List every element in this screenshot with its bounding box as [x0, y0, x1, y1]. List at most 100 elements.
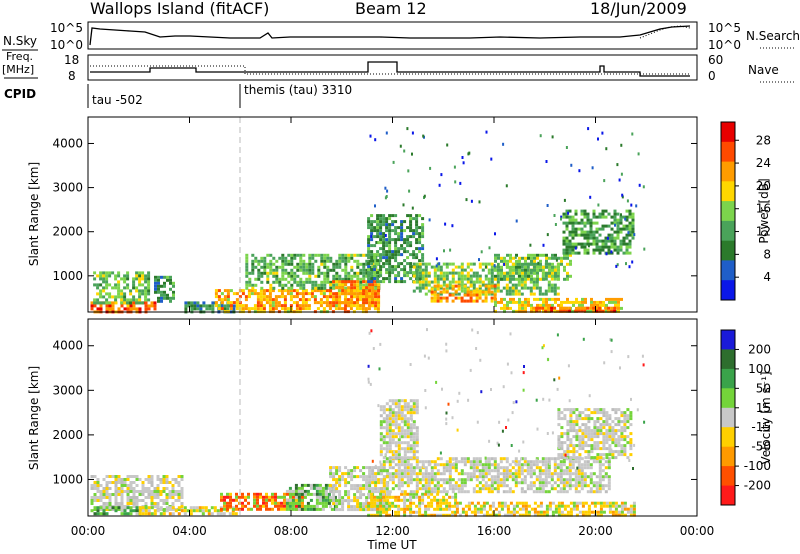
velocity-cell: [445, 469, 449, 473]
velocity-cell: [575, 438, 579, 442]
velocity-cell: [521, 507, 525, 511]
power-cell: [485, 265, 487, 269]
power-cell: [394, 277, 398, 281]
velocity-cell: [580, 472, 584, 476]
velocity-cell: [610, 350, 613, 354]
power-cell: [169, 278, 172, 282]
velocity-cell: [475, 484, 479, 488]
power-cell: [601, 248, 605, 252]
power-cell: [311, 280, 315, 284]
velocity-cell: [611, 501, 615, 505]
velocity-cell: [610, 338, 613, 342]
velocity-cell: [338, 469, 342, 473]
velocity-cell: [359, 505, 363, 509]
power-cell: [631, 212, 635, 216]
velocity-cell: [439, 472, 443, 476]
power-cell: [412, 250, 416, 254]
power-cell: [338, 286, 342, 290]
velocity-cell: [538, 469, 542, 473]
power-cell: [418, 265, 422, 269]
velocity-cell: [473, 504, 477, 508]
power-cell: [337, 292, 341, 296]
velocity-cell: [162, 481, 166, 484]
power-cell: [568, 233, 572, 237]
velocity-cell: [505, 490, 509, 494]
power-cell: [289, 295, 293, 299]
power-cell: [524, 300, 527, 304]
velocity-cell: [406, 456, 410, 460]
power-cell: [388, 259, 392, 263]
power-cell: [406, 250, 410, 254]
velocity-cell: [147, 481, 151, 484]
velocity-cell: [329, 484, 333, 488]
velocity-cell: [520, 487, 524, 491]
velocity-cell: [569, 426, 573, 430]
power-cell: [515, 253, 518, 257]
power-cell: [421, 235, 425, 239]
velocity-cell: [277, 507, 280, 511]
power-cell: [403, 259, 407, 263]
velocity-cell: [559, 463, 563, 467]
power-cell: [350, 286, 354, 290]
velocity-cell: [165, 509, 169, 513]
power-cell: [533, 253, 536, 257]
velocity-cell: [445, 460, 449, 464]
power-cell: [368, 301, 372, 305]
power-cell: [320, 286, 324, 290]
velocity-cell: [596, 510, 600, 514]
power-cell: [616, 248, 620, 252]
power-cell: [245, 265, 249, 269]
power-cell: [527, 256, 530, 260]
power-cell: [223, 307, 227, 311]
power-cell: [114, 301, 118, 305]
power-cell: [487, 284, 491, 288]
power-cell: [367, 226, 371, 230]
velocity-cell: [371, 466, 375, 470]
power-cell: [271, 301, 275, 305]
velocity-cell: [439, 457, 443, 461]
nsky-strip: N.Sky 10^5 10^0 10^5 10^0 N.Search: [2, 21, 800, 52]
velocity-cell: [430, 490, 434, 494]
power-cell: [610, 306, 614, 310]
power-cell: [287, 280, 291, 284]
velocity-cell: [403, 441, 407, 445]
power-cell: [433, 284, 437, 288]
power-cell: [256, 301, 260, 305]
power-cell: [530, 274, 533, 278]
velocity-cell: [324, 489, 328, 493]
velocity-cell: [388, 405, 392, 409]
power-cell: [144, 274, 148, 278]
power-cell: [341, 268, 345, 272]
velocity-cell: [421, 463, 425, 467]
velocity-cell: [232, 498, 235, 502]
power-cell: [205, 304, 209, 308]
velocity-cell: [321, 492, 325, 496]
power-cell: [376, 253, 380, 257]
nave-trace: [90, 65, 690, 75]
velocity-cell: [415, 510, 419, 514]
velocity-cell: [557, 417, 561, 421]
power-cell: [533, 268, 536, 272]
power-cell: [556, 274, 560, 278]
power-cell: [494, 303, 497, 307]
velocity-cell: [571, 460, 575, 464]
velocity-cell: [448, 501, 452, 505]
power-cell: [580, 245, 584, 249]
power-cell: [350, 268, 354, 272]
velocity-cell: [584, 513, 588, 517]
velocity-cell: [454, 463, 458, 467]
power-cell: [580, 242, 584, 246]
velocity-cell: [475, 347, 478, 350]
velocity-cell: [174, 493, 178, 496]
velocity-cell: [478, 469, 482, 473]
velocity-cell: [526, 463, 530, 467]
velocity-cell: [587, 414, 591, 418]
velocity-cell: [347, 490, 351, 494]
velocity-cell: [418, 466, 422, 470]
velocity-cell: [614, 504, 618, 508]
power-cell: [451, 274, 455, 278]
velocity-cell: [165, 493, 169, 496]
power-cell: [601, 131, 604, 135]
velocity-cell: [586, 463, 590, 467]
velocity-cell: [90, 499, 94, 502]
